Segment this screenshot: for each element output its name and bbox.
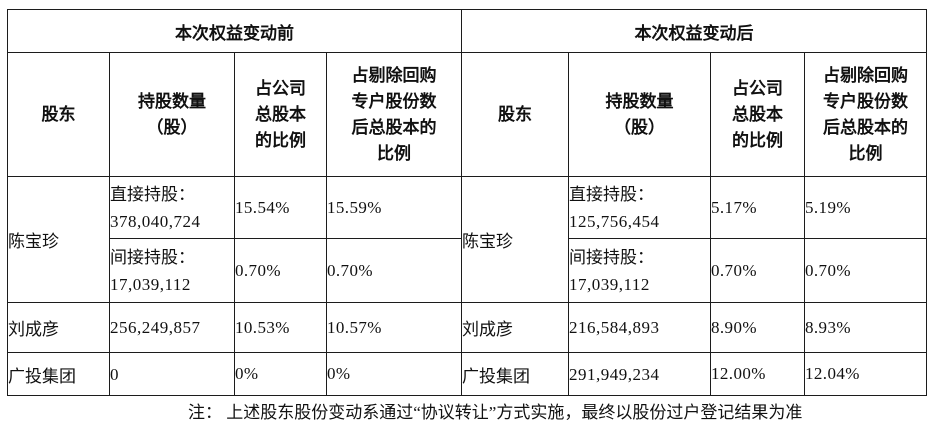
- col-header-label: 占剔除回购专户股份数后总股本的比例: [351, 65, 437, 163]
- section-title-before: 本次权益变动前: [7, 9, 462, 53]
- col-header-shares-after: 持股数量 （股）: [568, 52, 711, 177]
- col-header-label: （股）: [614, 117, 665, 137]
- cell-after-chen-direct-pct-company: 5.17%: [710, 176, 805, 239]
- direct-holding-label: 直接持股：: [569, 184, 655, 204]
- table-row-chen-direct: 陈宝珍 直接持股： 378,040,724 15.54% 15.59% 陈宝珍 …: [7, 176, 927, 303]
- col-header-label: 占剔除回购专户股份数后总股本的比例: [823, 65, 908, 163]
- indirect-holding-value: 17,039,112: [110, 274, 191, 294]
- col-header-pct-ex-after: 占剔除回购专户股份数后总股本的比例: [804, 52, 927, 177]
- cell-before-guangtou-pct-company: 0%: [234, 352, 327, 396]
- cell-after-liu-pct-company: 8.90%: [710, 302, 805, 353]
- col-header-shares-before: 持股数量 （股）: [109, 52, 235, 177]
- col-header-label: 持股数量: [138, 91, 206, 111]
- cell-before-liu-pct-company: 10.53%: [234, 302, 327, 353]
- cell-before-guangtou-shares: 0: [109, 352, 235, 396]
- section-title-row: 本次权益变动前 本次权益变动后: [7, 9, 927, 53]
- cell-after-chen-direct-pct-ex: 5.19%: [804, 176, 927, 239]
- cell-after-chen-indirect-pct-ex: 0.70%: [804, 238, 927, 303]
- col-header-shareholder-after: 股东: [461, 52, 569, 177]
- cell-before-chen-indirect-pct-company: 0.70%: [234, 238, 327, 303]
- col-header-pct-ex-before: 占剔除回购专户股份数后总股本的比例: [326, 52, 462, 177]
- col-header-pct-company-after: 占公司总股本的比例: [710, 52, 805, 177]
- direct-holding-value: 125,756,454: [569, 211, 660, 231]
- cell-before-chen-direct-pct-ex: 15.59%: [326, 176, 462, 239]
- col-header-shareholder-before: 股东: [7, 52, 110, 177]
- cell-after-liu-shares: 216,584,893: [568, 302, 711, 353]
- indirect-holding-label: 间接持股：: [569, 247, 655, 267]
- cell-after-chen-indirect-pct-company: 0.70%: [710, 238, 805, 303]
- indirect-holding-value: 17,039,112: [569, 274, 650, 294]
- direct-holding-value: 378,040,724: [110, 211, 201, 231]
- cell-before-guangtou-pct-ex: 0%: [326, 352, 462, 396]
- col-header-label: （股）: [146, 117, 198, 137]
- cell-before-chen-direct-pct-company: 15.54%: [234, 176, 327, 239]
- cell-after-chen-name: 陈宝珍: [461, 176, 569, 303]
- cell-after-guangtou-pct-ex: 12.04%: [804, 352, 927, 396]
- cell-before-liu-pct-ex: 10.57%: [326, 302, 462, 353]
- table-row-guangtou: 广投集团 0 0% 0% 广投集团 291,949,234 12.00% 12.…: [7, 352, 927, 396]
- cell-before-chen-name: 陈宝珍: [7, 176, 110, 303]
- col-header-pct-company-before: 占公司总股本的比例: [234, 52, 327, 177]
- col-header-label: 占公司总股本的比例: [732, 78, 783, 150]
- cell-after-chen-direct-shares: 直接持股： 125,756,454: [568, 176, 711, 239]
- cell-after-liu-pct-ex: 8.93%: [804, 302, 927, 353]
- cell-before-chen-direct-shares: 直接持股： 378,040,724: [109, 176, 235, 239]
- cell-before-guangtou-name: 广投集团: [7, 352, 110, 396]
- col-header-label: 股东: [498, 104, 532, 124]
- footnote-clipped: 注： 上述股东股份变动系通过“协议转让”方式实施，最终以股份过户登记结果为准: [188, 403, 803, 422]
- table-row-liu: 刘成彦 256,249,857 10.53% 10.57% 刘成彦 216,58…: [7, 302, 927, 353]
- cell-after-chen-indirect-shares: 间接持股： 17,039,112: [568, 238, 711, 303]
- cell-before-liu-shares: 256,249,857: [109, 302, 235, 353]
- cell-after-guangtou-name: 广投集团: [461, 352, 569, 396]
- table-row-chen-indirect: 间接持股： 17,039,112 0.70% 0.70% 间接持股： 17,03…: [8, 238, 927, 303]
- cell-after-guangtou-pct-company: 12.00%: [710, 352, 805, 396]
- col-header-label: 占公司总股本的比例: [255, 78, 306, 150]
- cell-before-chen-indirect-pct-ex: 0.70%: [326, 238, 462, 303]
- col-header-label: 持股数量: [605, 91, 674, 111]
- indirect-holding-label: 间接持股：: [110, 247, 196, 267]
- column-header-row: 股东 持股数量 （股） 占公司总股本的比例 占剔除回购专户股份数后总股本的比例 …: [7, 52, 927, 177]
- direct-holding-label: 直接持股：: [110, 184, 196, 204]
- cell-after-guangtou-shares: 291,949,234: [568, 352, 711, 396]
- col-header-label: 股东: [41, 104, 76, 124]
- cell-before-chen-indirect-shares: 间接持股： 17,039,112: [109, 238, 235, 303]
- equity-change-table: 本次权益变动前 本次权益变动后 股东 持股数量 （股） 占公司总股本的比例 占剔…: [7, 9, 927, 396]
- section-title-after: 本次权益变动后: [461, 9, 927, 53]
- cell-before-liu-name: 刘成彦: [7, 302, 110, 353]
- cell-after-liu-name: 刘成彦: [461, 302, 569, 353]
